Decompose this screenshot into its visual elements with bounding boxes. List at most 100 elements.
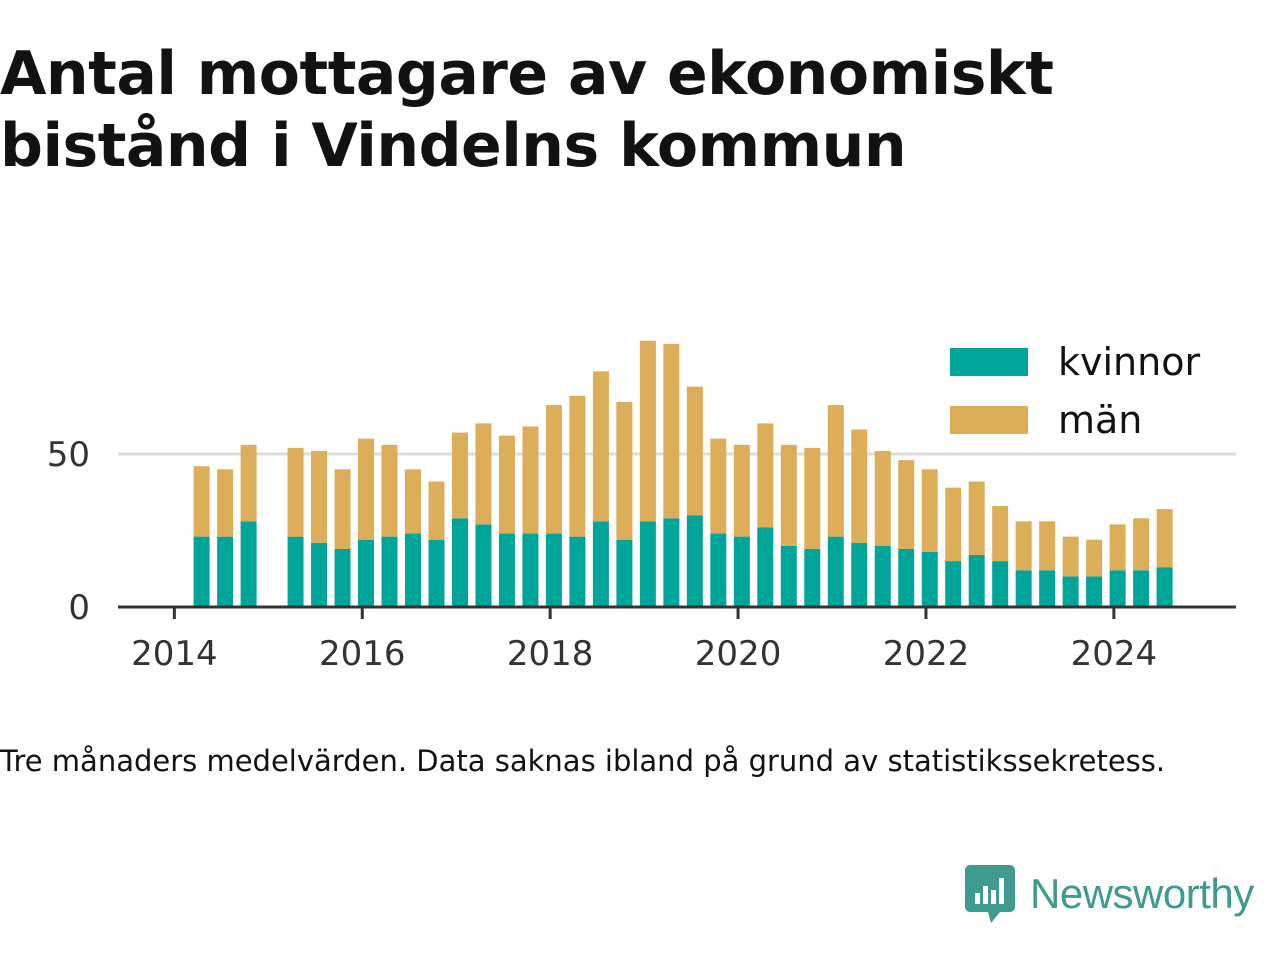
bar-man	[405, 469, 422, 534]
y-tick-label: 0	[68, 588, 90, 628]
bar-kvinnor	[710, 533, 727, 607]
bar-kvinnor	[898, 548, 915, 607]
bar-man	[545, 405, 562, 534]
brand-name: Newsworthy	[1030, 870, 1254, 917]
bar-man	[663, 343, 680, 519]
bar-kvinnor	[968, 554, 985, 607]
x-tick-label: 2016	[319, 634, 406, 674]
bar-man	[1062, 536, 1079, 577]
bar-kvinnor	[1086, 576, 1103, 607]
bar-kvinnor	[240, 521, 257, 607]
bar-kvinnor	[827, 536, 844, 607]
bar-kvinnor	[663, 518, 680, 607]
legend-label: män	[1058, 398, 1142, 442]
bar-man	[428, 481, 445, 540]
bar-kvinnor	[405, 533, 422, 607]
bar-man	[334, 469, 351, 549]
bar-man	[287, 447, 304, 537]
bar-kvinnor	[874, 545, 891, 607]
bar-kvinnor	[686, 515, 703, 607]
bar-kvinnor	[639, 521, 656, 607]
bar-kvinnor	[1015, 570, 1032, 607]
x-tick-label: 2018	[507, 634, 594, 674]
bar-man	[686, 386, 703, 516]
bar-kvinnor	[851, 542, 868, 607]
legend: kvinnor män	[942, 336, 1200, 446]
bar-man	[757, 423, 774, 528]
bar-man	[898, 460, 915, 549]
bar-kvinnor	[733, 536, 750, 607]
bar-man	[592, 371, 609, 522]
newsworthy-logo-icon	[965, 865, 1015, 923]
bar-kvinnor	[498, 533, 515, 607]
bar-kvinnor	[921, 551, 938, 607]
x-tick-label: 2014	[131, 634, 218, 674]
bar-man	[1156, 509, 1173, 568]
bar-kvinnor	[945, 561, 962, 607]
bar-kvinnor	[1039, 570, 1056, 607]
chart-caption: Tre månaders medelvärden. Data saknas ib…	[0, 744, 1166, 778]
x-tick-label: 2020	[695, 634, 782, 674]
bar-kvinnor	[569, 536, 586, 607]
bar-kvinnor	[522, 533, 539, 607]
bar-man	[381, 444, 398, 537]
bar-man	[874, 450, 891, 546]
bar-kvinnor	[381, 536, 398, 607]
bar-man	[498, 435, 515, 534]
bar-kvinnor	[334, 548, 351, 607]
axes: 0 50 2014 2016 2018 2020 2022 2024	[47, 435, 1236, 674]
bar-kvinnor	[287, 536, 304, 607]
bar-kvinnor	[1109, 570, 1126, 607]
bar-man	[780, 444, 797, 546]
bar-man	[451, 432, 468, 519]
bar-kvinnor	[311, 542, 328, 607]
bar-kvinnor	[451, 518, 468, 607]
bar-man	[992, 506, 1009, 562]
bar-man	[358, 438, 375, 540]
bar-kvinnor	[358, 539, 375, 607]
bar-man	[1109, 524, 1126, 571]
bar-man	[475, 423, 492, 525]
bar-man	[1086, 539, 1103, 577]
bar-man	[639, 340, 656, 522]
bar-man	[616, 401, 633, 540]
bar-man	[1015, 521, 1032, 571]
bar-kvinnor	[804, 548, 821, 607]
brand-logo: Newsworthy	[964, 862, 1254, 926]
bar-kvinnor	[217, 536, 234, 607]
stacked-bar-chart: 0 50 2014 2016 2018 2020 2022 2024 kvinnor män	[47, 336, 1236, 674]
legend-label-backdrop	[1050, 394, 1200, 446]
bar-kvinnor	[780, 545, 797, 607]
bar-man	[217, 469, 234, 537]
bar-man	[522, 426, 539, 534]
bar-kvinnor	[757, 527, 774, 607]
bar-man	[968, 481, 985, 555]
legend-label-backdrop	[1050, 336, 1200, 388]
bar-man	[921, 469, 938, 552]
legend-swatch-kvinnor	[950, 348, 1028, 376]
bar-man	[1133, 518, 1150, 571]
x-tick-label: 2024	[1071, 634, 1158, 674]
bar-man	[240, 444, 257, 522]
bar-man	[710, 438, 727, 534]
bar-man	[1039, 521, 1056, 571]
bar-man	[827, 405, 844, 537]
legend-label: kvinnor	[1058, 340, 1200, 384]
bar-kvinnor	[475, 524, 492, 607]
bars	[193, 340, 1173, 607]
bar-kvinnor	[428, 539, 445, 607]
bar-man	[193, 466, 210, 537]
bar-man	[851, 429, 868, 543]
bar-kvinnor	[992, 561, 1009, 607]
bar-man	[804, 447, 821, 549]
bar-kvinnor	[592, 521, 609, 607]
x-tick-label: 2022	[883, 634, 970, 674]
bar-kvinnor	[1156, 567, 1173, 607]
legend-swatch-man	[950, 406, 1028, 434]
bar-kvinnor	[1133, 570, 1150, 607]
bar-kvinnor	[1062, 576, 1079, 607]
bar-man	[945, 487, 962, 562]
bar-man	[569, 395, 586, 537]
bar-kvinnor	[545, 533, 562, 607]
bar-kvinnor	[193, 536, 210, 607]
